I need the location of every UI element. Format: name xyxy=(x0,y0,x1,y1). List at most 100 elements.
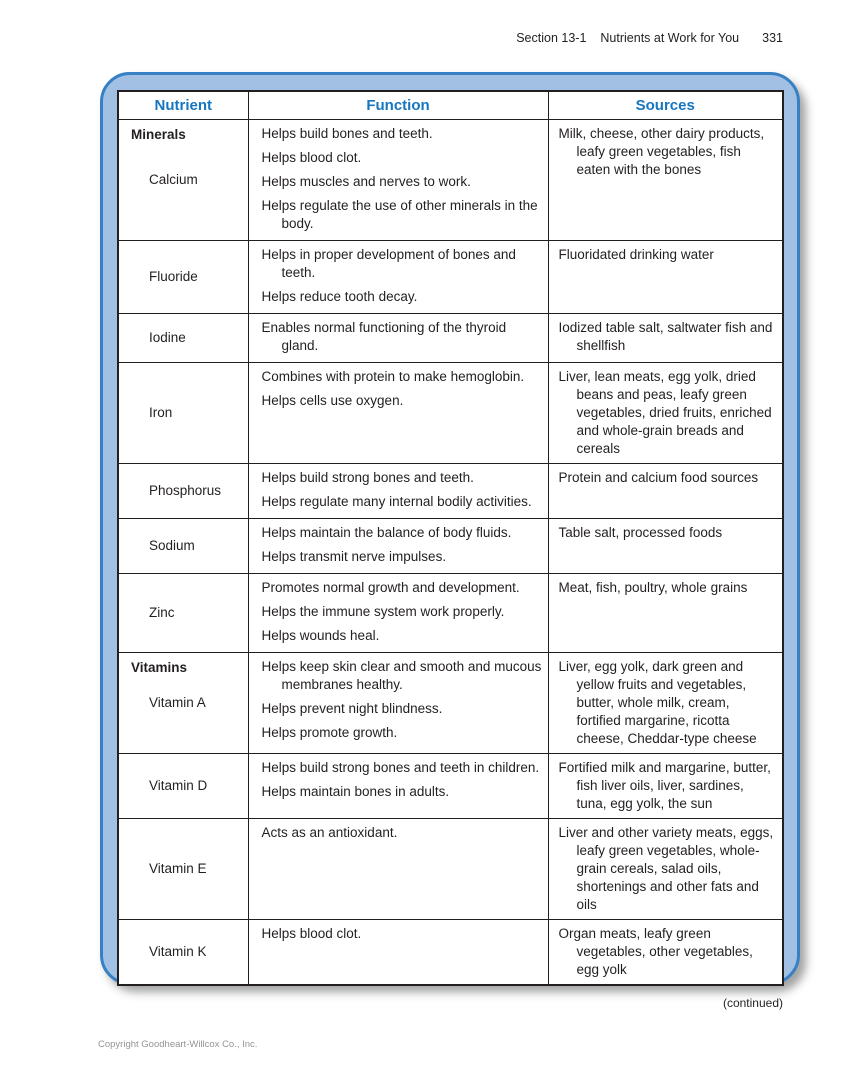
sources-text: Iodized table salt, saltwater fish and s… xyxy=(558,319,773,353)
nutrient-name: Vitamin E xyxy=(149,860,207,876)
function-text: Helps blood clot. xyxy=(261,149,362,165)
function-text: Helps regulate many internal bodily acti… xyxy=(261,493,532,509)
table-row: Vitamin E Acts as an antioxidant. Liver … xyxy=(117,817,784,920)
sources-cell: Fortified milk and margarine, butter, fi… xyxy=(547,752,784,819)
nutrient-cell: Vitamin E xyxy=(117,817,249,920)
sources-text: Liver, egg yolk, dark green and yellow f… xyxy=(558,658,757,746)
continued-note: (continued) xyxy=(722,996,783,1010)
sources-cell: Milk, cheese, other dairy products, leaf… xyxy=(547,118,784,241)
sources-cell: Organ meats, leafy green vegetables, oth… xyxy=(547,918,784,985)
column-header-nutrient: Nutrient xyxy=(117,90,249,120)
nutrient-name: Vitamin D xyxy=(149,777,208,793)
section-label: Section 13-1 xyxy=(516,31,587,45)
sources-cell: Liver, lean meats, egg yolk, dried beans… xyxy=(547,361,784,464)
nutrient-cell: Vitamin D xyxy=(117,752,249,819)
function-cell: Helps maintain the balance of body fluid… xyxy=(247,517,549,574)
nutrient-cell: Fluoride xyxy=(117,239,249,314)
sources-text: Liver and other variety meats, eggs, lea… xyxy=(558,824,774,912)
nutrient-table: Nutrient Function Sources Minerals Calci… xyxy=(117,90,784,986)
nutrient-name: Sodium xyxy=(149,537,195,553)
table-row: Minerals Calcium Helps build bones and t… xyxy=(117,118,784,241)
function-text: Helps in proper development of bones and… xyxy=(261,246,516,280)
function-text: Helps reduce tooth decay. xyxy=(261,288,418,304)
nutrient-cell: Minerals Calcium xyxy=(117,118,249,241)
function-text: Helps build strong bones and teeth. xyxy=(261,469,474,485)
function-text: Helps wounds heal. xyxy=(261,627,380,643)
nutrient-name: Vitamin A xyxy=(149,694,206,710)
function-text: Promotes normal growth and development. xyxy=(261,579,520,595)
function-text: Helps regulate the use of other minerals… xyxy=(261,197,538,231)
sources-text: Fluoridated drinking water xyxy=(558,246,714,262)
sources-text: Meat, fish, poultry, whole grains xyxy=(558,579,748,595)
sources-cell: Iodized table salt, saltwater fish and s… xyxy=(547,312,784,363)
table-row: Vitamin D Helps build strong bones and t… xyxy=(117,752,784,819)
function-text: Acts as an antioxidant. xyxy=(261,824,398,840)
sources-cell: Liver and other variety meats, eggs, lea… xyxy=(547,817,784,920)
function-text: Helps build bones and teeth. xyxy=(261,125,433,141)
table-row: Sodium Helps maintain the balance of bod… xyxy=(117,517,784,574)
table-body: Minerals Calcium Helps build bones and t… xyxy=(117,118,784,985)
nutrient-name: Fluoride xyxy=(149,268,198,284)
nutrient-name: Iron xyxy=(149,404,173,420)
sources-cell: Table salt, processed foods xyxy=(547,517,784,574)
sources-text: Fortified milk and margarine, butter, fi… xyxy=(558,759,771,811)
nutrient-cell: Sodium xyxy=(117,517,249,574)
sources-cell: Meat, fish, poultry, whole grains xyxy=(547,572,784,653)
function-text: Helps blood clot. xyxy=(261,925,362,941)
function-cell: Helps build strong bones and teeth. Helps… xyxy=(247,462,549,519)
sources-text: Organ meats, leafy green vegetables, oth… xyxy=(558,925,753,977)
nutrient-table-panel: Nutrient Function Sources Minerals Calci… xyxy=(100,72,800,986)
table-row: Phosphorus Helps build strong bones and … xyxy=(117,462,784,519)
function-text: Helps build strong bones and teeth in ch… xyxy=(261,759,540,775)
copyright-notice: Copyright Goodheart-Willcox Co., Inc. xyxy=(98,1039,258,1050)
function-text: Helps promote growth. xyxy=(261,724,398,740)
function-cell: Promotes normal growth and development. H… xyxy=(247,572,549,653)
function-cell: Helps keep skin clear and smooth and muc… xyxy=(247,651,549,754)
table-row: Zinc Promotes normal growth and developm… xyxy=(117,572,784,653)
column-header-sources: Sources xyxy=(547,90,784,120)
page-header: Section 13-1 Nutrients at Work for You 331 xyxy=(516,31,783,45)
function-cell: Helps blood clot. xyxy=(247,918,549,985)
function-text: Helps transmit nerve impulses. xyxy=(261,548,447,564)
table-row: Iodine Enables normal functioning of the… xyxy=(117,312,784,363)
table-row: Iron Combines with protein to make hemog… xyxy=(117,361,784,464)
page-number: 331 xyxy=(762,31,783,45)
function-cell: Helps build bones and teeth. Helps blood … xyxy=(247,118,549,241)
sources-text: Milk, cheese, other dairy products, leaf… xyxy=(558,125,765,177)
nutrient-cell: Vitamins Vitamin A xyxy=(117,651,249,754)
nutrient-cell: Phosphorus xyxy=(117,462,249,519)
sources-cell: Liver, egg yolk, dark green and yellow f… xyxy=(547,651,784,754)
nutrient-name: Iodine xyxy=(149,329,186,345)
function-cell: Enables normal functioning of the thyroi… xyxy=(247,312,549,363)
nutrient-cell: Iodine xyxy=(117,312,249,363)
sources-text: Table salt, processed foods xyxy=(558,524,723,540)
sources-text: Protein and calcium food sources xyxy=(558,469,759,485)
chapter-title: Nutrients at Work for You xyxy=(600,31,740,45)
nutrient-cell: Vitamin K xyxy=(117,918,249,985)
function-cell: Helps in proper development of bones and… xyxy=(247,239,549,314)
category-label: Minerals xyxy=(131,126,186,142)
column-header-function: Function xyxy=(247,90,549,120)
function-cell: Helps build strong bones and teeth in ch… xyxy=(247,752,549,819)
sources-cell: Protein and calcium food sources xyxy=(547,462,784,519)
nutrient-name: Vitamin K xyxy=(149,943,207,959)
nutrient-cell: Iron xyxy=(117,361,249,464)
function-cell: Combines with protein to make hemoglobin… xyxy=(247,361,549,464)
table-header-row: Nutrient Function Sources xyxy=(117,90,784,120)
nutrient-name: Phosphorus xyxy=(149,482,222,498)
nutrient-name: Zinc xyxy=(149,604,175,620)
table-row: Vitamins Vitamin A Helps keep skin clear… xyxy=(117,651,784,754)
sources-text: Liver, lean meats, egg yolk, dried beans… xyxy=(558,368,772,456)
function-text: Helps cells use oxygen. xyxy=(261,392,404,408)
table-row: Vitamin K Helps blood clot. Organ meats,… xyxy=(117,918,784,985)
function-text: Helps maintain the balance of body fluid… xyxy=(261,524,512,540)
function-text: Helps maintain bones in adults. xyxy=(261,783,450,799)
nutrient-name: Calcium xyxy=(149,171,198,187)
function-text: Helps muscles and nerves to work. xyxy=(261,173,471,189)
function-text: Combines with protein to make hemoglobin… xyxy=(261,368,525,384)
function-text: Enables normal functioning of the thyroi… xyxy=(261,319,507,353)
function-text: Helps keep skin clear and smooth and muc… xyxy=(261,658,542,692)
function-text: Helps prevent night blindness. xyxy=(261,700,443,716)
category-label: Vitamins xyxy=(131,659,188,675)
nutrient-cell: Zinc xyxy=(117,572,249,653)
